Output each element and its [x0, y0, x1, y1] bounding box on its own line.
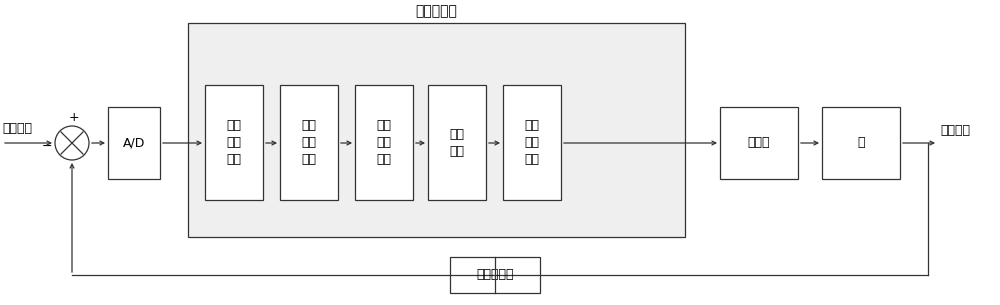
- Text: 非模
糊化
处理: 非模 糊化 处理: [524, 120, 540, 167]
- Bar: [280, 85, 338, 200]
- Bar: [355, 85, 413, 200]
- Text: 模糊
控制
规则: 模糊 控制 规则: [376, 120, 392, 167]
- Bar: [205, 85, 263, 200]
- Text: 变频器: 变频器: [748, 137, 770, 149]
- Text: 泵: 泵: [857, 137, 865, 149]
- Bar: [108, 107, 160, 179]
- Text: 模糊
决策: 模糊 决策: [450, 128, 464, 158]
- Text: +: +: [69, 111, 79, 124]
- Text: 最优速度: 最优速度: [2, 122, 32, 135]
- Text: −: −: [41, 139, 52, 152]
- Bar: [428, 85, 486, 200]
- Bar: [188, 23, 685, 237]
- Bar: [503, 85, 561, 200]
- Text: 模糊控制器: 模糊控制器: [416, 4, 457, 18]
- Text: A/D: A/D: [123, 137, 145, 149]
- Text: 计算
控制
变量: 计算 控制 变量: [226, 120, 242, 167]
- Bar: [822, 107, 900, 179]
- Text: 模糊
量化
处理: 模糊 量化 处理: [302, 120, 316, 167]
- Bar: [450, 257, 540, 293]
- Text: 流速输出: 流速输出: [940, 124, 970, 137]
- Text: 速度传感器: 速度传感器: [476, 268, 514, 282]
- Bar: [720, 107, 798, 179]
